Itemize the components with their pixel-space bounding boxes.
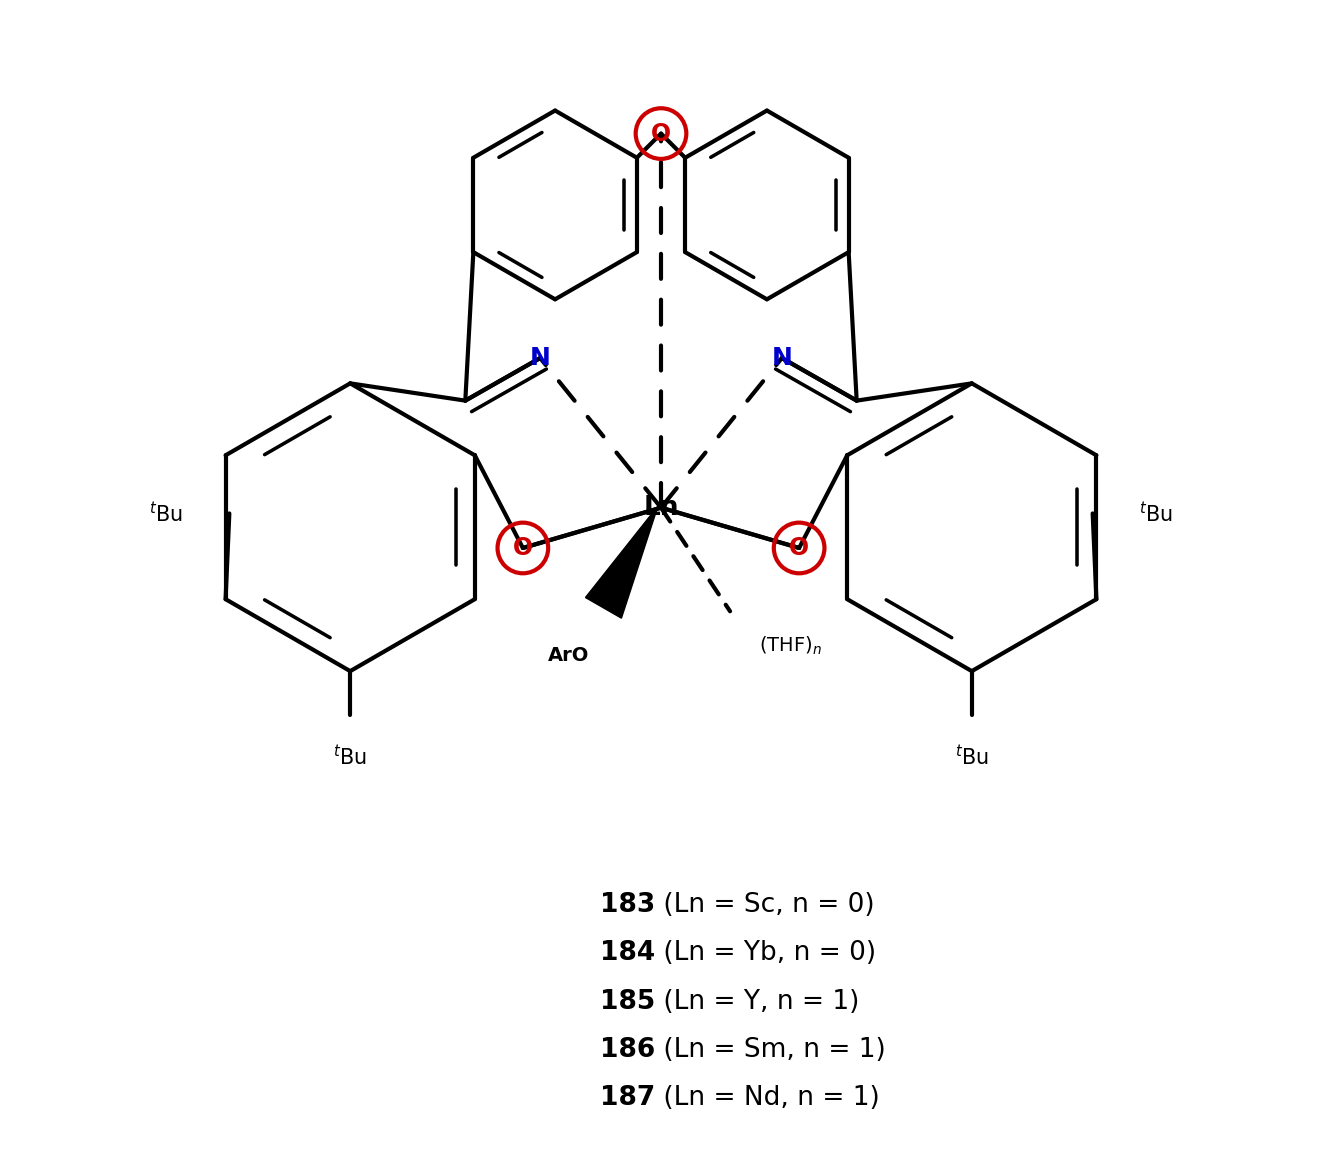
Text: (Ln = Y, n = 1): (Ln = Y, n = 1) [656, 989, 859, 1015]
Text: 186: 186 [600, 1037, 656, 1062]
Text: (Ln = Sm, n = 1): (Ln = Sm, n = 1) [656, 1037, 886, 1062]
Text: O: O [513, 536, 533, 560]
Text: ArO: ArO [549, 645, 590, 665]
Text: 183: 183 [600, 892, 656, 918]
Text: $^t$Bu: $^t$Bu [149, 501, 182, 525]
Text: 185: 185 [600, 989, 656, 1015]
Text: O: O [789, 536, 809, 560]
Text: N: N [530, 346, 550, 370]
Polygon shape [586, 506, 658, 619]
Text: (THF)$_n$: (THF)$_n$ [759, 634, 822, 657]
Text: (Ln = Yb, n = 0): (Ln = Yb, n = 0) [656, 940, 876, 966]
Text: 187: 187 [600, 1086, 656, 1111]
Text: $^t$Bu: $^t$Bu [333, 743, 368, 769]
Text: Ln: Ln [644, 495, 678, 521]
Text: $^t$Bu: $^t$Bu [954, 743, 989, 769]
Text: O: O [650, 121, 672, 146]
Text: $^t$Bu: $^t$Bu [1140, 501, 1173, 525]
Text: (Ln = Sc, n = 0): (Ln = Sc, n = 0) [656, 892, 875, 918]
Text: 184: 184 [600, 940, 656, 966]
Text: (Ln = Nd, n = 1): (Ln = Nd, n = 1) [656, 1086, 880, 1111]
Text: N: N [772, 346, 792, 370]
